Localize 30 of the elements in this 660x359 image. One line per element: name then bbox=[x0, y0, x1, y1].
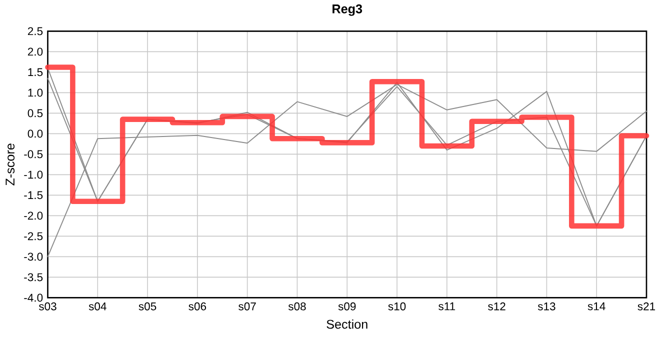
y-tick-label: -3.5 bbox=[24, 273, 43, 282]
y-tick-label: 2.0 bbox=[28, 48, 43, 56]
y-tick-label: -3.0 bbox=[24, 252, 43, 260]
y-tick-label: 1.0 bbox=[28, 88, 43, 96]
y-tick-label: -2.0 bbox=[24, 212, 43, 220]
x-axis-title: Section bbox=[326, 319, 368, 329]
x-tick-label: s04 bbox=[88, 302, 106, 310]
y-tick-label: 0.5 bbox=[28, 109, 43, 117]
x-tick-label: s13 bbox=[538, 302, 556, 310]
x-tick-label: s14 bbox=[588, 302, 606, 310]
y-tick-label: -4.0 bbox=[24, 294, 43, 302]
x-tick-label: s09 bbox=[338, 302, 356, 310]
x-tick-label: s11 bbox=[438, 302, 456, 310]
x-tick-label: s08 bbox=[288, 302, 306, 310]
y-tick-label: -0.5 bbox=[24, 150, 43, 158]
x-tick-label: s12 bbox=[488, 302, 506, 310]
y-tick-label: 2.5 bbox=[28, 27, 43, 35]
y-axis-title: Z-score bbox=[6, 143, 15, 186]
y-tick-label: -1.0 bbox=[24, 170, 43, 178]
x-tick-label: s06 bbox=[188, 302, 206, 310]
x-tick-label: s07 bbox=[238, 302, 256, 310]
y-tick-label: 0.0 bbox=[28, 130, 43, 138]
x-tick-label: s03 bbox=[38, 302, 56, 310]
y-tick-label: -2.5 bbox=[24, 232, 43, 240]
x-tick-label: s10 bbox=[388, 302, 406, 310]
chart-title: Reg3 bbox=[332, 4, 362, 16]
x-tick-label: s21 bbox=[638, 302, 656, 310]
y-tick-label: -1.5 bbox=[24, 191, 43, 199]
y-tick-label: 1.5 bbox=[28, 68, 43, 76]
x-tick-label: s05 bbox=[138, 302, 156, 310]
